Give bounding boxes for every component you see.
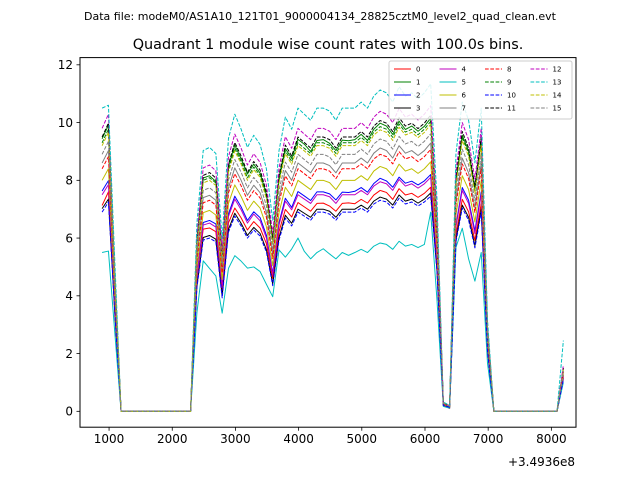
legend-label-10: 10 — [507, 92, 516, 100]
legend-label-11: 11 — [507, 105, 516, 113]
series-line-10 — [101, 195, 564, 412]
x-tick-label: 5000 — [347, 432, 378, 446]
y-tick-label: 4 — [65, 289, 73, 303]
legend-label-13: 13 — [553, 79, 562, 87]
x-tick-label: 2000 — [157, 432, 188, 446]
y-tick-label: 12 — [58, 58, 73, 72]
legend-label-4: 4 — [462, 66, 467, 74]
y-tick-label: 6 — [65, 231, 73, 245]
x-offset-label: +3.4936e8 — [508, 455, 575, 469]
chart-title: Quadrant 1 module wise count rates with … — [133, 37, 524, 53]
x-tick-label: 8000 — [536, 432, 567, 446]
legend-label-6: 6 — [462, 92, 467, 100]
legend-label-7: 7 — [462, 105, 466, 113]
y-tick-label: 0 — [65, 405, 73, 419]
x-tick-label: 6000 — [410, 432, 441, 446]
y-tick-label: 2 — [65, 347, 73, 361]
legend-label-9: 9 — [507, 79, 511, 87]
x-tick-label: 1000 — [94, 432, 125, 446]
legend-label-2: 2 — [416, 92, 420, 100]
x-axis: 1000 2000 3000 4000 5000 6000 7000 8000 — [94, 427, 567, 446]
legend-label-15: 15 — [553, 105, 562, 113]
legend-label-5: 5 — [462, 79, 466, 87]
y-axis: 0 2 4 6 8 10 12 — [58, 58, 80, 419]
x-tick-label: 3000 — [220, 432, 251, 446]
legend-label-0: 0 — [416, 66, 420, 74]
suptitle: Data file: modeM0/AS1A10_121T01_90000041… — [84, 10, 557, 23]
legend-label-1: 1 — [416, 79, 420, 87]
plot-lines — [101, 83, 564, 412]
legend-label-12: 12 — [553, 66, 562, 74]
x-tick-label: 4000 — [283, 432, 314, 446]
legend-label-14: 14 — [553, 92, 562, 100]
y-tick-label: 8 — [65, 174, 73, 188]
legend-label-3: 3 — [416, 105, 420, 113]
x-tick-label: 7000 — [473, 432, 504, 446]
axes-frame — [79, 57, 577, 428]
legend-box — [388, 60, 573, 120]
legend-label-8: 8 — [507, 66, 511, 74]
series-line-5 — [101, 211, 564, 412]
series-line-15 — [101, 133, 564, 412]
y-tick-label: 10 — [58, 116, 73, 130]
